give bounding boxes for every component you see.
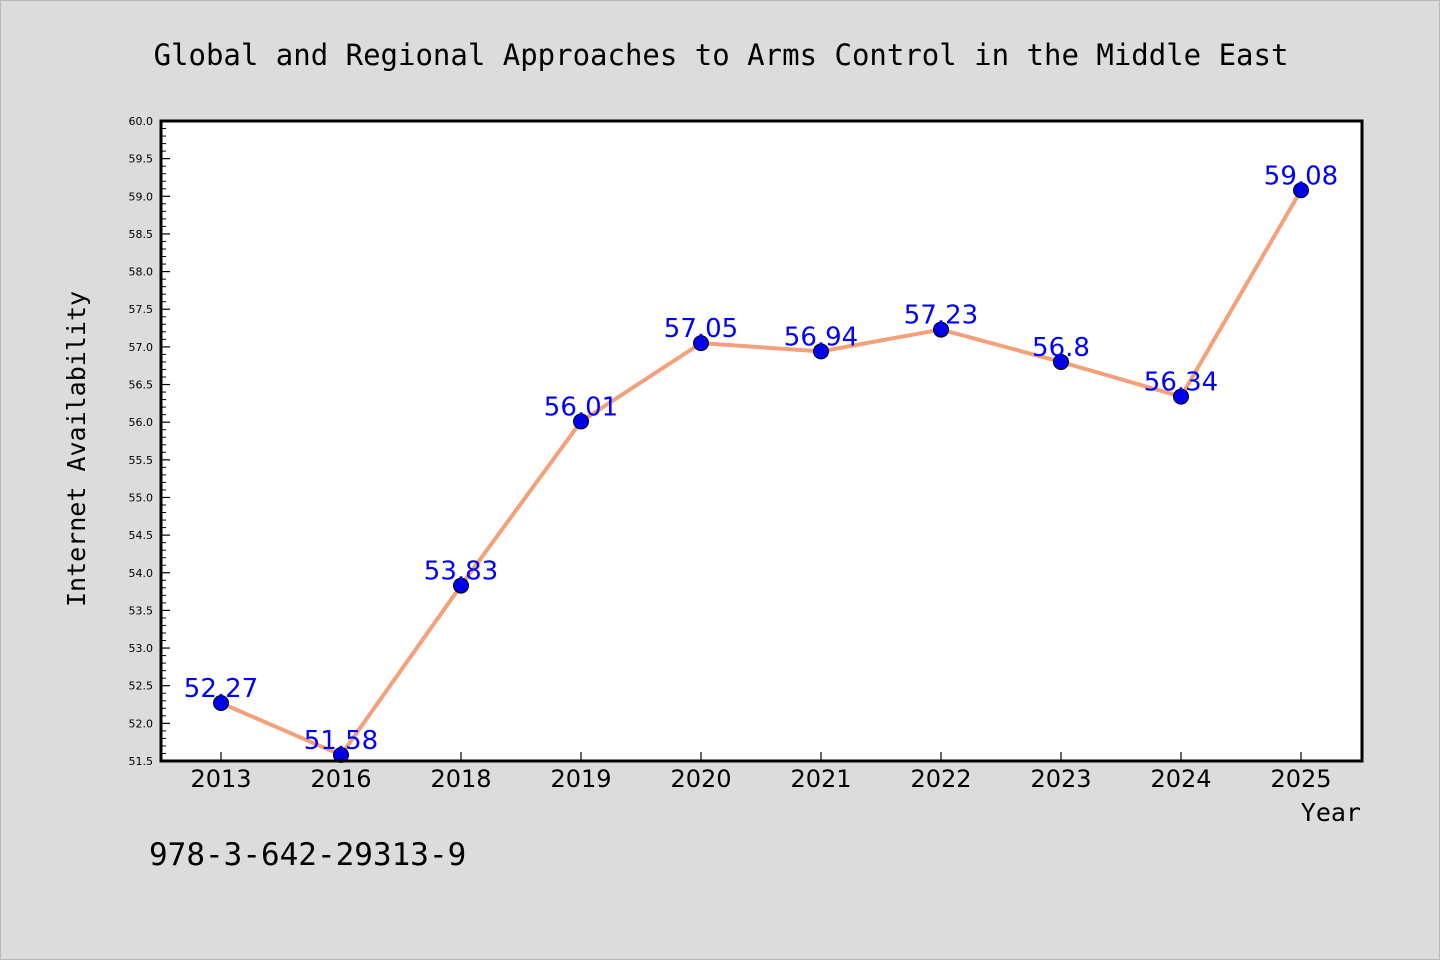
y-tick-label: 60.0 [129,115,154,128]
y-tick-label: 57.5 [129,303,154,316]
data-point [1293,182,1309,199]
y-tick-label: 53.5 [129,604,154,617]
x-tick-label: 2022 [910,765,971,793]
data-point [573,413,589,430]
x-tick-label: 2013 [190,765,251,793]
data-label: 56.01 [544,392,618,422]
x-axis: 2013 2016 2018 2019 2020 2021 2022 2023 2024 2025 [190,752,1332,793]
x-tick-label: 2016 [310,765,371,793]
data-point [933,321,949,338]
x-tick-label: 2023 [1030,765,1091,793]
x-tick-label: 2020 [670,765,731,793]
x-tick-label: 2025 [1270,765,1331,793]
data-label: 53.83 [424,557,498,587]
y-tick-label: 55.5 [129,454,154,467]
data-label: 52.27 [184,674,258,704]
series-line [220,189,1303,757]
y-tick-label: 52.0 [129,717,154,730]
y-tick-label: 58.5 [129,228,154,241]
y-tick-label: 55.0 [129,491,154,504]
data-label: 59.08 [1264,161,1338,191]
y-tick-label: 52.5 [129,680,154,693]
data-label: 57.23 [904,301,978,331]
y-tick-label: 58.0 [129,266,154,279]
chart-title: Global and Regional Approaches to Arms C… [154,38,1289,72]
data-label: 56.94 [784,322,858,352]
data-labels: 52.27 51.58 53.83 56.01 57.05 56.94 57.23 56.8 5… [184,161,1338,756]
data-point [1173,388,1189,405]
y-tick-label: 56.0 [129,416,154,429]
data-points [213,182,1309,763]
data-label: 51.58 [304,726,378,756]
x-tick-label: 2019 [550,765,611,793]
y-tick-label: 53.0 [129,642,154,655]
data-label: 56.8 [1032,333,1090,363]
plot-area [161,121,1362,761]
y-tick-label: 59.0 [129,190,154,203]
data-point [1053,353,1069,370]
y-tick-label: 54.5 [129,529,154,542]
data-point [813,343,829,360]
data-point [213,695,229,712]
y-tick-label: 54.0 [129,567,154,580]
data-point [693,335,709,352]
y-tick-label: 51.5 [129,755,154,768]
y-tick-label: 57.0 [129,341,154,354]
data-label: 56.34 [1144,368,1218,398]
plot-frame [159,119,1364,763]
y-tick-label: 56.5 [129,379,154,392]
y-axis-label: Internet Availability [62,291,91,607]
x-tick-label: 2018 [430,765,491,793]
x-axis-label: Year [1301,798,1361,827]
x-tick-label: 2021 [790,765,851,793]
x-tick-label: 2024 [1150,765,1211,793]
isbn-text: 978-3-642-29313-9 [149,837,466,873]
data-label: 57.05 [664,314,738,344]
data-point [453,577,469,594]
y-tick-label: 59.5 [129,153,154,166]
